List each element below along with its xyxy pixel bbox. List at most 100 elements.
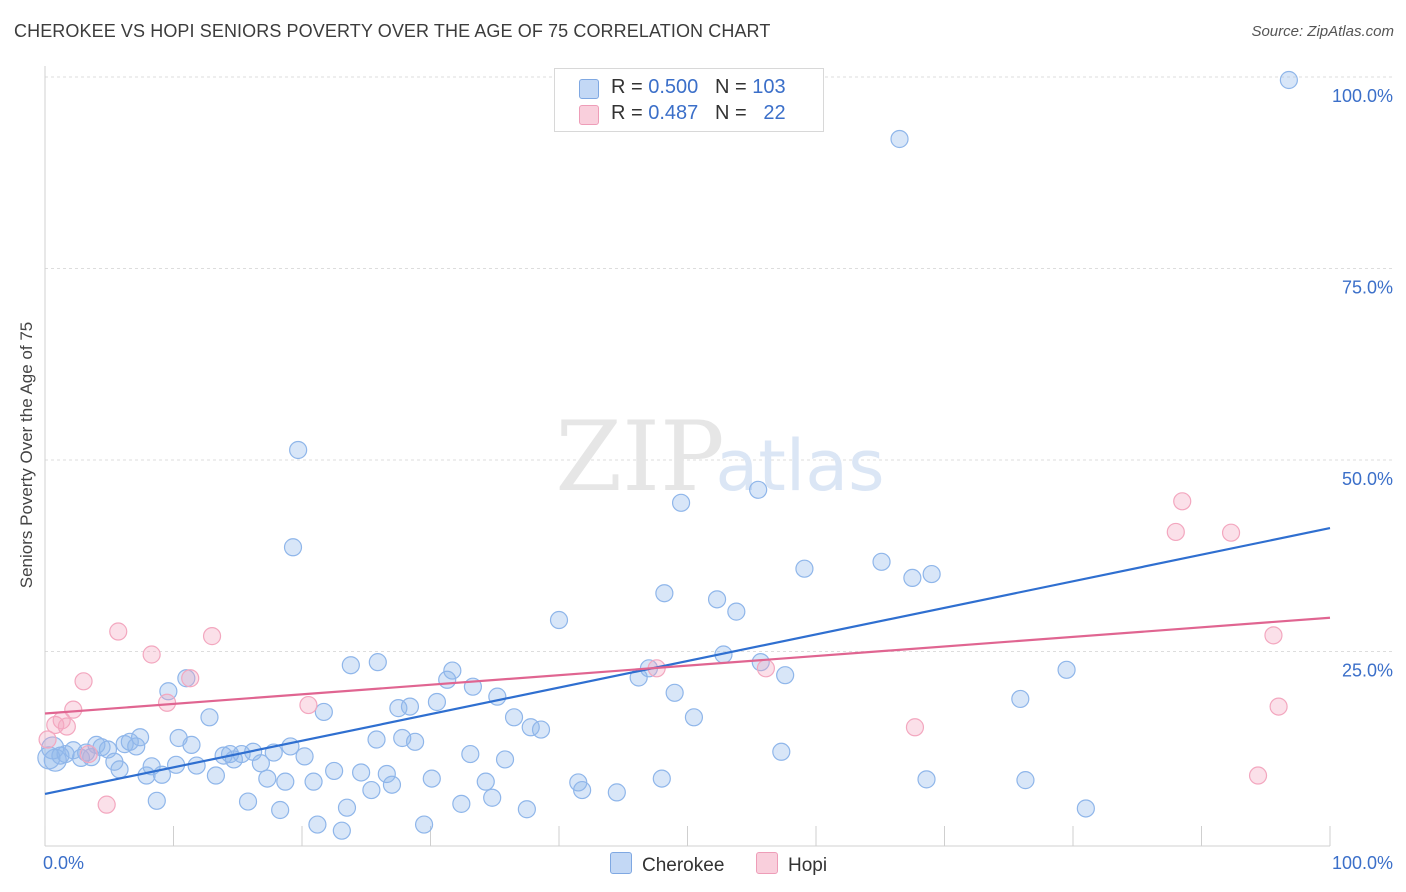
cherokee-point (772, 742, 791, 761)
hopi-point (109, 622, 128, 641)
cherokee-point (872, 552, 891, 571)
cherokee-point (308, 815, 327, 834)
hopi-point (46, 715, 65, 735)
hopi-point (905, 718, 925, 737)
cherokee-point (727, 602, 746, 621)
hopi-point (57, 717, 76, 736)
legend-n-label: N = (714, 102, 753, 124)
cherokee-point (177, 669, 196, 688)
cherokee-point (314, 702, 333, 722)
cherokee-point (182, 735, 201, 754)
cherokee-point (400, 697, 420, 716)
hopi-point (1166, 522, 1185, 542)
cherokee-swatch (579, 79, 599, 99)
hopi-point (157, 693, 177, 712)
cherokee-point (325, 761, 344, 781)
cherokee-point (655, 584, 674, 603)
hopi-trend-line (44, 616, 1331, 715)
cherokee-point (187, 756, 206, 775)
cherokee-swatch (610, 852, 632, 874)
cherokee-point (452, 794, 471, 813)
cherokee-point (495, 750, 515, 769)
cherokee-point (159, 682, 178, 701)
hopi-point (79, 744, 98, 764)
cherokee-point (337, 798, 357, 817)
cherokee-point (130, 728, 150, 747)
hopi-point (181, 669, 200, 688)
cherokee-point (271, 800, 290, 820)
cherokee-point (903, 568, 922, 588)
cherokee-point (517, 800, 536, 819)
cherokee-point (607, 783, 626, 802)
x-tick-label: 0.0% (43, 853, 84, 873)
legend-n-value: 22 (763, 102, 786, 124)
y-tick-label: 25.0% (1342, 661, 1393, 681)
cherokee-point (1057, 660, 1076, 679)
cherokee-trend-line (44, 527, 1331, 795)
cherokee-point (120, 732, 139, 751)
cherokee-point (368, 653, 387, 672)
cherokee-point (795, 559, 814, 578)
hopi-point (38, 730, 57, 749)
cherokee-point (281, 737, 300, 756)
legend-hopi: Hopi (756, 852, 827, 877)
hopi-point (1221, 523, 1241, 542)
cherokee-point (238, 792, 258, 811)
hopi-point (64, 700, 83, 719)
cherokee-point (573, 780, 592, 800)
hopi-point (1173, 492, 1192, 511)
cherokee-point (422, 769, 441, 788)
cherokee-point (341, 656, 360, 675)
cherokee-point (332, 821, 351, 840)
legend-n-label: N = (714, 76, 753, 98)
hopi-point (1248, 766, 1268, 785)
cherokee-point (1016, 771, 1035, 790)
legend-r-label: R = (611, 102, 649, 124)
cherokee-point (443, 661, 462, 680)
cherokee-point (206, 766, 226, 785)
y-tick-label: 100.0% (1332, 86, 1393, 106)
cherokee-point (283, 538, 303, 557)
legend-r-value: 0.487 (648, 102, 699, 124)
cherokee-point (276, 772, 295, 791)
watermark-atlas: atlas (715, 425, 884, 507)
trend-lines (44, 527, 1331, 795)
cherokee-point (289, 440, 308, 460)
cherokee-point (890, 129, 909, 149)
cherokee-point (776, 666, 795, 685)
hopi-point (97, 795, 116, 814)
hopi-point (1264, 626, 1283, 645)
cherokee-point (671, 493, 691, 512)
legend-r-value: 0.500 (648, 76, 699, 98)
legend-n-value (752, 102, 763, 124)
cherokee-point (362, 780, 381, 800)
cherokee-point (258, 769, 277, 788)
hopi-point (756, 659, 775, 678)
cherokee-point (200, 708, 219, 727)
cherokee-point (665, 683, 684, 702)
cherokee-point (389, 699, 408, 718)
y-tick-label: 50.0% (1342, 469, 1393, 489)
cherokee-point (476, 772, 495, 791)
cherokee-point (531, 720, 551, 739)
hopi-point (142, 645, 161, 664)
cherokee-point (1279, 70, 1298, 90)
cherokee-point (367, 730, 386, 749)
cherokee-point (461, 744, 480, 764)
cherokee-point (127, 737, 146, 756)
cherokee-point (1076, 799, 1095, 818)
cherokee-point (549, 610, 569, 630)
hopi-swatch (756, 852, 778, 874)
cherokee-point (707, 590, 727, 609)
hopi-point (1269, 697, 1288, 716)
cherokee-point (352, 763, 371, 782)
hopi-point (74, 672, 93, 691)
cherokee-point (147, 791, 166, 810)
grid-lines (45, 76, 1395, 652)
cherokee-point (377, 764, 396, 784)
watermark: ZIP atlas (555, 401, 884, 513)
cherokee-point (427, 692, 447, 712)
legend-hopi-label: Hopi (788, 855, 828, 876)
tick-labels: 25.0% 50.0% 75.0% 100.0% 0.0% 100.0% (43, 86, 1393, 873)
